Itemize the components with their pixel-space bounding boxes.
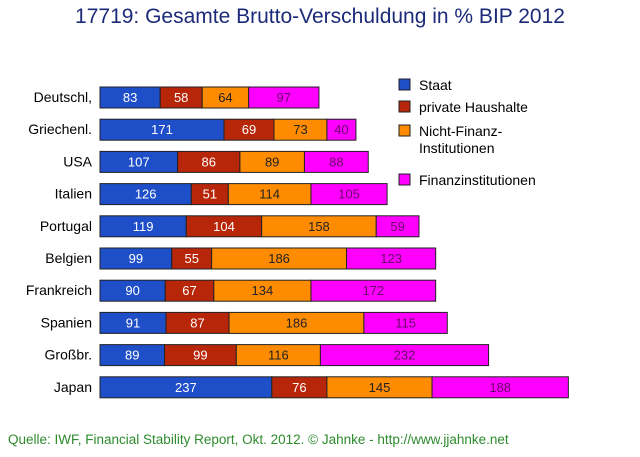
bars-group: Deutschl, 83 58 64 97 Griechenl. 171 69 73 40 USA 1…	[26, 86, 569, 399]
category-label: Belgien	[45, 250, 92, 266]
data-label: 89	[125, 348, 139, 363]
bar-segment	[248, 86, 320, 109]
data-label: 87	[190, 315, 204, 330]
bar-segment	[303, 150, 369, 173]
legend: Staat private Haushalte Nicht-Finanz-Insti…	[398, 77, 536, 188]
chart-title: 17719: Gesamte Brutto-Verschuldung in % …	[75, 5, 565, 28]
data-label: 114	[259, 187, 280, 202]
data-label: 58	[174, 90, 188, 105]
category-label: Frankreich	[26, 282, 92, 298]
data-label: 188	[489, 380, 511, 395]
category-label: Italien	[55, 186, 92, 202]
data-label: 171	[151, 122, 173, 137]
data-label: 64	[218, 90, 232, 105]
data-label: 97	[277, 90, 291, 105]
data-label: 67	[182, 283, 196, 298]
legend-swatch	[398, 100, 411, 113]
data-label: 88	[329, 154, 343, 169]
data-label: 51	[203, 187, 217, 202]
data-label: 186	[286, 315, 308, 330]
data-label: 104	[213, 219, 235, 234]
data-label: 55	[184, 251, 198, 266]
data-label: 99	[193, 348, 207, 363]
category-label: Großbr.	[45, 347, 92, 363]
data-label: 40	[334, 122, 348, 137]
data-label: 73	[293, 122, 307, 137]
bar-segment	[346, 247, 437, 270]
legend-swatch	[398, 124, 411, 137]
data-label: 99	[129, 251, 143, 266]
data-label: 172	[362, 283, 384, 298]
data-label: 237	[175, 380, 197, 395]
data-label: 59	[390, 219, 404, 234]
bar-segment	[326, 118, 357, 141]
data-label: 232	[394, 348, 416, 363]
bar-segment	[310, 183, 388, 206]
data-label: 119	[133, 219, 154, 234]
category-label: Spanien	[41, 314, 92, 330]
data-label: 186	[268, 251, 290, 266]
bar-segment	[363, 311, 448, 334]
data-label: 89	[265, 154, 279, 169]
legend-swatch	[398, 173, 411, 186]
data-label: 76	[292, 380, 306, 395]
data-label: 107	[128, 154, 150, 169]
legend-label: Finanzinstitutionen	[419, 172, 536, 188]
source-note: Quelle: IWF, Financial Stability Report,…	[8, 432, 509, 447]
data-label: 69	[242, 122, 256, 137]
bar-segment	[310, 279, 437, 302]
data-label: 134	[252, 283, 274, 298]
legend-swatch	[398, 78, 411, 91]
category-label: Japan	[54, 379, 92, 395]
legend-label: Institutionen	[419, 140, 495, 156]
data-label: 158	[308, 219, 330, 234]
data-label: 145	[369, 380, 391, 395]
category-label: Griechenl.	[28, 121, 92, 137]
data-label: 90	[125, 283, 139, 298]
category-label: Deutschl,	[34, 89, 92, 105]
legend-label: Staat	[419, 77, 452, 93]
data-label: 86	[202, 154, 216, 169]
bar-segment	[375, 215, 420, 238]
data-label: 105	[338, 187, 360, 202]
data-label: 116	[268, 348, 289, 363]
data-label: 91	[126, 315, 140, 330]
data-label: 123	[380, 251, 402, 266]
bar-segment	[431, 376, 569, 399]
data-label: 126	[135, 187, 157, 202]
bar-segment	[319, 344, 490, 367]
legend-label: Nicht-Finanz-	[419, 123, 503, 139]
category-label: Portugal	[40, 218, 92, 234]
data-label: 115	[395, 315, 416, 330]
data-label: 83	[123, 90, 137, 105]
legend-label: private Haushalte	[419, 99, 528, 115]
category-label: USA	[63, 153, 92, 169]
